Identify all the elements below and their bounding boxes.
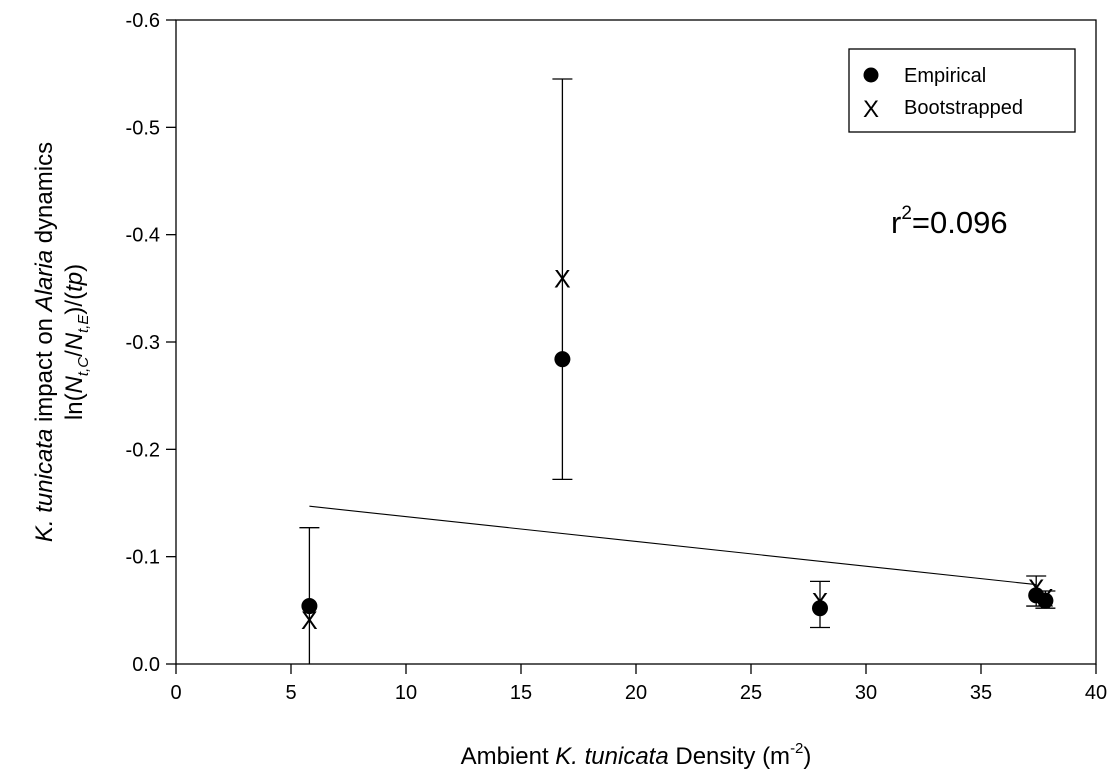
r-squared-annotation: r2=0.096 xyxy=(891,203,1008,240)
legend-empirical-marker xyxy=(863,67,879,83)
x-tick-label: 5 xyxy=(285,682,296,704)
y-tick-label: 0.0 xyxy=(132,654,160,676)
y-tick-label: -0.5 xyxy=(126,117,160,139)
x-tick-label: 0 xyxy=(170,682,181,704)
bootstrapped-point: X xyxy=(1037,584,1054,612)
legend-bootstrapped-marker: X xyxy=(863,96,879,123)
bootstrapped-point: X xyxy=(812,589,829,617)
empirical-point xyxy=(301,598,318,615)
series-empirical xyxy=(301,351,1054,617)
regression-line xyxy=(309,505,1037,586)
x-tick-label: 25 xyxy=(740,682,762,704)
x-tick-label: 15 xyxy=(510,682,532,704)
series-bootstrapped: XXX XX xyxy=(301,266,1054,635)
x-axis-label: Ambient K. tunicata Density (m-2) xyxy=(461,740,812,770)
y-tick-label: -0.2 xyxy=(126,439,160,461)
legend: Empirical X Bootstrapped xyxy=(848,48,1076,133)
empirical-point xyxy=(812,600,828,617)
y-axis-label: K. tunicata impact on Alaria dynamics ln… xyxy=(31,142,92,542)
y-tick-label: -0.1 xyxy=(126,547,160,569)
x-tick-label: 35 xyxy=(970,682,992,704)
y-tick-label: -0.6 xyxy=(126,10,160,32)
bootstrapped-point: X xyxy=(301,607,318,635)
legend-empirical-label: Empirical xyxy=(904,65,986,87)
x-tick-label: 40 xyxy=(1085,682,1107,704)
y-tick-label: -0.4 xyxy=(126,225,160,247)
x-tick-label: 20 xyxy=(625,682,647,704)
y-tick-label: -0.3 xyxy=(126,332,160,354)
y-axis-label-line1: K. tunicata impact on Alaria dynamics xyxy=(31,142,58,542)
empirical-point xyxy=(554,351,571,368)
y-axis-label-line2: ln(Nt,C/Nt,E)/(tp) xyxy=(61,264,92,420)
empirical-point xyxy=(1037,592,1054,609)
bootstrapped-point: X xyxy=(1028,575,1045,603)
x-tick-label: 30 xyxy=(855,682,877,704)
x-axis-ticks: 0 5 10 15 20 25 30 35 40 xyxy=(170,664,1107,704)
y-axis-ticks: 0.0 -0.1 -0.2 -0.3 -0.4 -0.5 -0.6 xyxy=(126,10,176,676)
legend-box xyxy=(848,48,1076,133)
bootstrapped-point: X xyxy=(554,266,571,294)
legend-bootstrapped-label: Bootstrapped xyxy=(904,97,1023,119)
error-bars xyxy=(299,78,1056,664)
x-tick-label: 10 xyxy=(395,682,417,704)
